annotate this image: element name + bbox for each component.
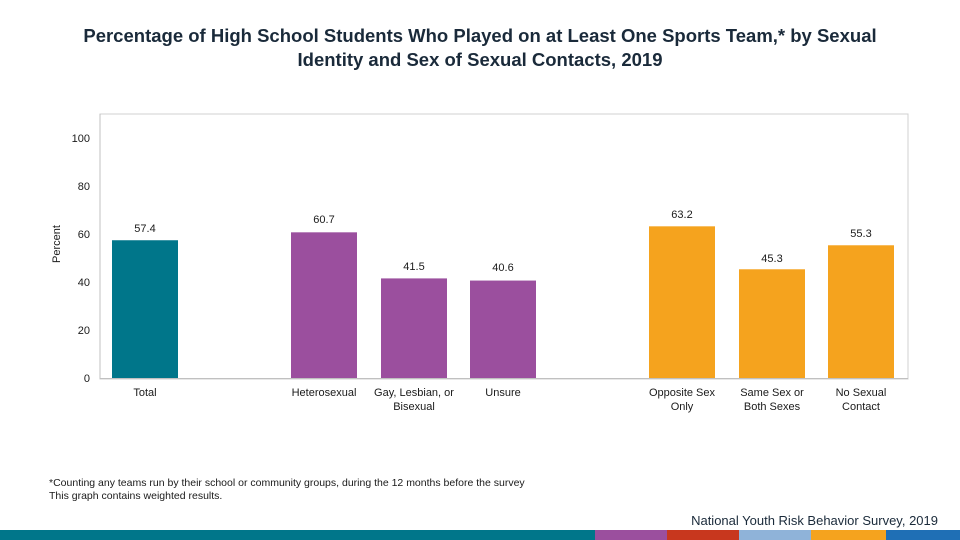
stripe-segment [595,530,667,540]
y-tick-label: 20 [78,325,90,337]
bar [828,245,894,378]
stripe-segment [886,530,960,540]
bar-value-label: 45.3 [761,253,782,265]
footnote-line-2: This graph contains weighted results. [49,490,223,502]
x-tick-label: Heterosexual [292,387,357,399]
bar [381,278,447,378]
footnote-line-1: *Counting any teams run by their school … [49,477,525,489]
chart-title-line-2: Identity and Sex of Sexual Contacts, 201… [297,49,663,70]
chart-title-line-1: Percentage of High School Students Who P… [83,25,877,46]
x-tick-label: Same Sex or Both Sexes [740,387,804,413]
stripe-segment [739,530,811,540]
source-credit: National Youth Risk Behavior Survey, 201… [691,513,938,528]
x-tick-label: Opposite Sex Only [649,387,716,413]
bar [649,226,715,378]
bar [112,240,178,378]
stripe-segment [667,530,739,540]
bar-value-label: 41.5 [403,261,424,273]
bar [291,232,357,378]
y-tick-label: 80 [78,181,90,193]
x-tick-label: No Sexual Contact [836,387,887,413]
x-tick-label: Unsure [485,387,520,399]
y-tick-label: 0 [84,373,90,385]
stripe-segment [811,530,886,540]
bar-value-label: 55.3 [850,228,871,240]
bar-value-label: 40.6 [492,262,513,274]
bar [470,280,536,378]
footer-color-stripe [0,530,960,540]
x-tick-label: Total [133,387,156,399]
y-axis-label: Percent [51,225,63,263]
chart-title: Percentage of High School Students Who P… [30,24,930,72]
y-tick-label: 100 [72,133,90,145]
bar [739,269,805,378]
bar-value-label: 57.4 [134,223,155,235]
x-tick-label: Gay, Lesbian, or Bisexual [374,387,454,413]
y-tick-label: 40 [78,277,90,289]
stripe-segment [0,530,595,540]
y-tick-label: 60 [78,229,90,241]
bar-value-label: 63.2 [671,209,692,221]
footnote: *Counting any teams run by their school … [49,477,525,503]
bar-value-label: 60.7 [313,214,334,226]
